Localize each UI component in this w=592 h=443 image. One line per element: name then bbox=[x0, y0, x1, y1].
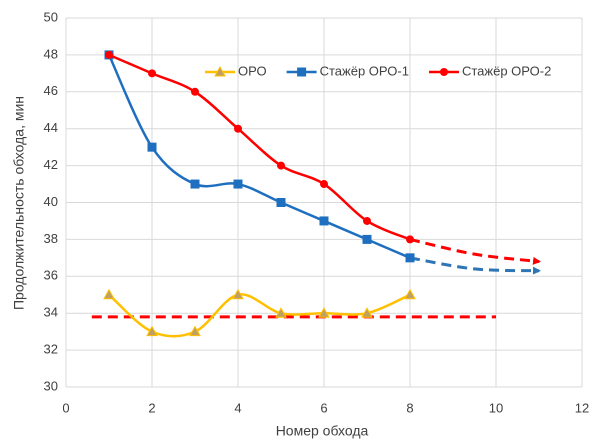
legend-label: Стажёр ОРО-2 bbox=[462, 63, 551, 78]
point bbox=[191, 88, 199, 96]
y-axis-title: Продолжительность обхода, мин bbox=[11, 96, 27, 310]
trend-line bbox=[410, 239, 539, 261]
point bbox=[104, 290, 114, 299]
y-tick-label: 42 bbox=[44, 157, 58, 172]
point bbox=[405, 290, 415, 299]
x-axis-title: Номер обхода bbox=[276, 423, 369, 439]
y-tick-label: 34 bbox=[44, 305, 58, 320]
x-tick-label: 2 bbox=[148, 400, 155, 415]
legend-entry: Стажёр ОРО-1 bbox=[287, 63, 409, 78]
legend-marker bbox=[297, 68, 306, 77]
legend-marker bbox=[440, 68, 448, 76]
point bbox=[190, 327, 200, 336]
x-tick-label: 4 bbox=[234, 400, 241, 415]
point bbox=[363, 217, 371, 225]
y-tick-label: 30 bbox=[44, 378, 58, 393]
point bbox=[148, 143, 157, 152]
y-tick-label: 44 bbox=[44, 120, 58, 135]
y-tick-label: 50 bbox=[44, 9, 58, 24]
point bbox=[234, 180, 243, 189]
point bbox=[320, 216, 329, 225]
point bbox=[277, 162, 285, 170]
y-tick-label: 40 bbox=[44, 194, 58, 209]
legend-label: ОРО bbox=[238, 63, 267, 78]
trend-line bbox=[410, 258, 539, 271]
y-tick-label: 36 bbox=[44, 268, 58, 283]
x-tick-label: 10 bbox=[489, 400, 503, 415]
point bbox=[363, 235, 372, 244]
y-tick-label: 46 bbox=[44, 83, 58, 98]
x-tick-label: 0 bbox=[62, 400, 69, 415]
point bbox=[406, 253, 415, 262]
x-tick-label: 6 bbox=[320, 400, 327, 415]
point bbox=[191, 180, 200, 189]
point bbox=[148, 69, 156, 77]
point bbox=[406, 235, 414, 243]
y-tick-label: 48 bbox=[44, 46, 58, 61]
legend-entry: Стажёр ОРО-2 bbox=[429, 63, 551, 78]
point bbox=[105, 51, 113, 59]
point bbox=[277, 198, 286, 207]
legend-entry: ОРО bbox=[205, 63, 267, 78]
y-tick-label: 32 bbox=[44, 342, 58, 357]
point bbox=[234, 125, 242, 133]
series-line bbox=[109, 55, 410, 258]
y-tick-label: 38 bbox=[44, 231, 58, 246]
legend-label: Стажёр ОРО-1 bbox=[320, 63, 409, 78]
point bbox=[320, 180, 328, 188]
x-tick-label: 12 bbox=[575, 400, 589, 415]
chart: Номер обхода Продолжительность обхода, м… bbox=[0, 0, 592, 443]
x-tick-label: 8 bbox=[406, 400, 413, 415]
